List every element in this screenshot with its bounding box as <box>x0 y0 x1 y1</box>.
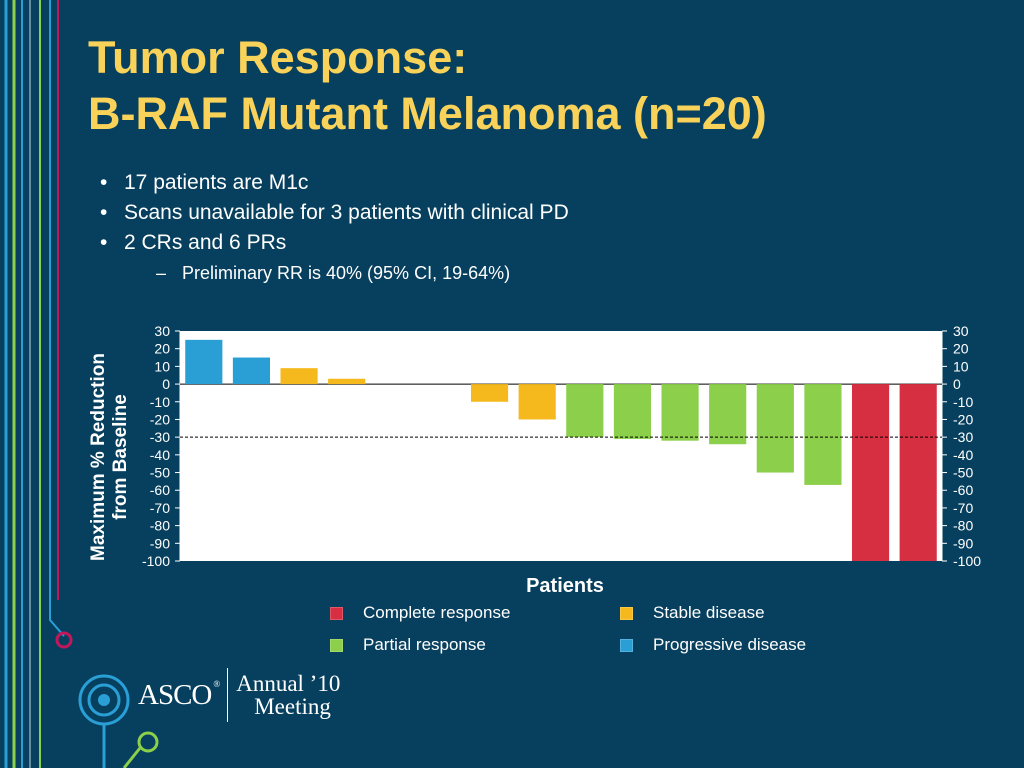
logo-line-1: Annual ’10 <box>236 671 341 696</box>
legend-item-stable-disease: Stable disease <box>620 602 890 624</box>
bar <box>709 384 747 445</box>
sub-bullet-item: Preliminary RR is 40% (95% CI, 19-64%) <box>100 258 569 288</box>
bar <box>804 384 842 485</box>
legend-item-partial-response: Partial response <box>330 634 620 656</box>
legend-label: Stable disease <box>653 603 765 622</box>
y-tick-label-right: 30 <box>953 323 969 339</box>
bar <box>661 384 699 441</box>
y-tick-label-right: -70 <box>953 500 973 516</box>
y-tick-label-right: 20 <box>953 341 969 357</box>
y-tick-label-right: -40 <box>953 447 973 463</box>
y-tick-label-right: -60 <box>953 482 973 498</box>
y-tick-label-left: 0 <box>162 376 170 392</box>
decorative-circuit-lines <box>4 0 159 768</box>
title-line-2: B-RAF Mutant Melanoma (n=20) <box>88 88 767 139</box>
y-tick-label-right: -30 <box>953 429 973 445</box>
y-tick-label-right: -20 <box>953 411 973 427</box>
y-tick-label-left: -10 <box>150 394 170 410</box>
asco-annual-meeting-logo: ASCO ® Annual ’10 Meeting <box>138 668 340 722</box>
y-tick-label-right: -80 <box>953 518 973 534</box>
bar <box>185 339 223 385</box>
y-tick-label-left: -80 <box>150 518 170 534</box>
bar <box>566 384 604 438</box>
y-tick-label-right: -10 <box>953 394 973 410</box>
y-tick-label-left: -30 <box>150 429 170 445</box>
logo-meeting-text: Annual ’10 Meeting <box>236 672 340 718</box>
legend-swatch <box>330 638 343 652</box>
y-tick-label-left: 20 <box>154 341 170 357</box>
logo-divider <box>227 668 229 722</box>
bullet-list: 17 patients are M1c Scans unavailable fo… <box>100 168 569 288</box>
bar <box>756 384 794 473</box>
legend-swatch <box>620 638 633 652</box>
title-line-1: Tumor Response: <box>88 32 468 83</box>
bullet-item: 2 CRs and 6 PRs <box>100 228 569 258</box>
y-tick-label-left: -20 <box>150 411 170 427</box>
legend-item-progressive-disease: Progressive disease <box>620 634 890 656</box>
y-tick-label-left: -100 <box>142 553 170 569</box>
bar <box>232 357 271 385</box>
y-tick-label-left: -90 <box>150 535 170 551</box>
y-tick-label-left: 30 <box>154 323 170 339</box>
y-tick-label-left: -60 <box>150 482 170 498</box>
legend: Complete response Stable disease Partial… <box>330 602 890 656</box>
bar <box>470 384 509 402</box>
legend-label: Complete response <box>363 603 511 622</box>
slide-title: Tumor Response: B-RAF Mutant Melanoma (n… <box>88 30 767 142</box>
bar <box>280 368 318 385</box>
y-tick-label-right: -90 <box>953 535 973 551</box>
bar <box>518 384 556 420</box>
bar <box>328 378 366 385</box>
logo-brand: ASCO ® <box>138 678 220 711</box>
y-tick-label-left: -40 <box>150 447 170 463</box>
legend-swatch <box>620 606 633 620</box>
bullet-item: 17 patients are M1c <box>100 168 569 198</box>
logo-line-2: Meeting <box>254 694 331 719</box>
x-axis-label: Patients <box>526 575 604 597</box>
y-tick-label-right: -100 <box>953 553 981 569</box>
y-tick-label-left: 10 <box>154 358 170 374</box>
bar <box>851 384 890 561</box>
legend-label: Partial response <box>363 635 486 654</box>
bar <box>613 384 652 439</box>
bar <box>899 384 937 561</box>
bullet-item: Scans unavailable for 3 patients with cl… <box>100 198 569 228</box>
y-tick-label-left: -50 <box>150 465 170 481</box>
legend-item-complete-response: Complete response <box>330 602 620 624</box>
legend-swatch <box>330 606 343 620</box>
y-tick-label-right: 0 <box>953 376 961 392</box>
y-tick-label-left: -70 <box>150 500 170 516</box>
y-tick-label-right: -50 <box>953 465 973 481</box>
legend-label: Progressive disease <box>653 635 807 654</box>
y-tick-label-right: 10 <box>953 358 969 374</box>
